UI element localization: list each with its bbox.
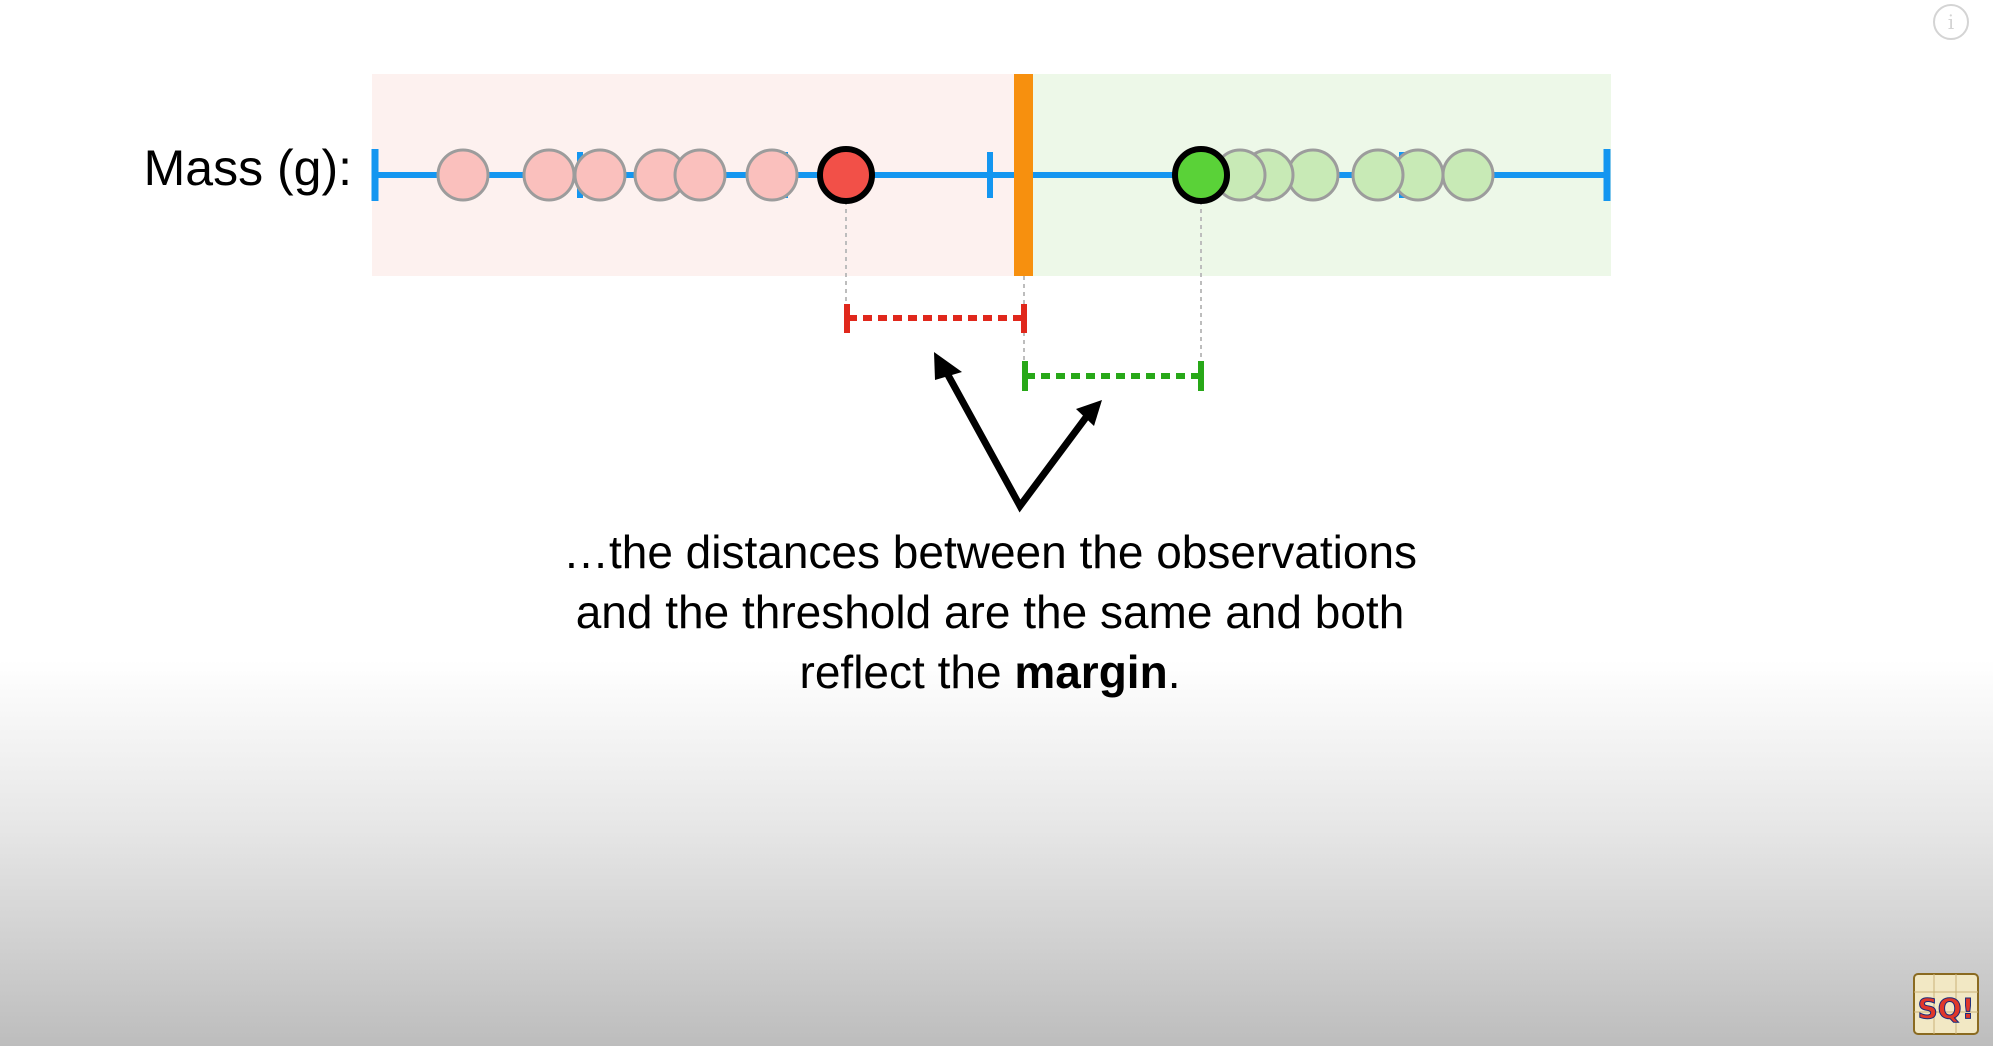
info-icon[interactable]: i bbox=[1933, 4, 1969, 40]
arrow-head-left bbox=[934, 352, 962, 380]
axis-label: Mass (g): bbox=[143, 140, 352, 196]
logo-text: SQ! bbox=[1918, 992, 1975, 1025]
left-observation bbox=[573, 148, 627, 202]
left-support-vector bbox=[817, 146, 875, 204]
caption: …the distances between the observations … bbox=[520, 522, 1460, 702]
arrow-head-right bbox=[1076, 400, 1102, 426]
left-observation bbox=[745, 148, 799, 202]
caption-text: …the distances between the observations … bbox=[562, 526, 1418, 698]
caption-bold-word: margin bbox=[1014, 646, 1168, 698]
left-observation bbox=[522, 148, 576, 202]
right-observation bbox=[1441, 148, 1495, 202]
threshold-bar bbox=[1014, 74, 1033, 276]
left-observation bbox=[436, 148, 490, 202]
left-observation bbox=[673, 148, 727, 202]
right-observation bbox=[1351, 148, 1405, 202]
statquest-logo-icon: SQ! bbox=[1913, 973, 1979, 1035]
pointer-arrow-shaft bbox=[944, 373, 1090, 513]
right-support-vector bbox=[1172, 146, 1230, 204]
right-observation bbox=[1286, 148, 1340, 202]
caption-end: . bbox=[1167, 646, 1181, 698]
